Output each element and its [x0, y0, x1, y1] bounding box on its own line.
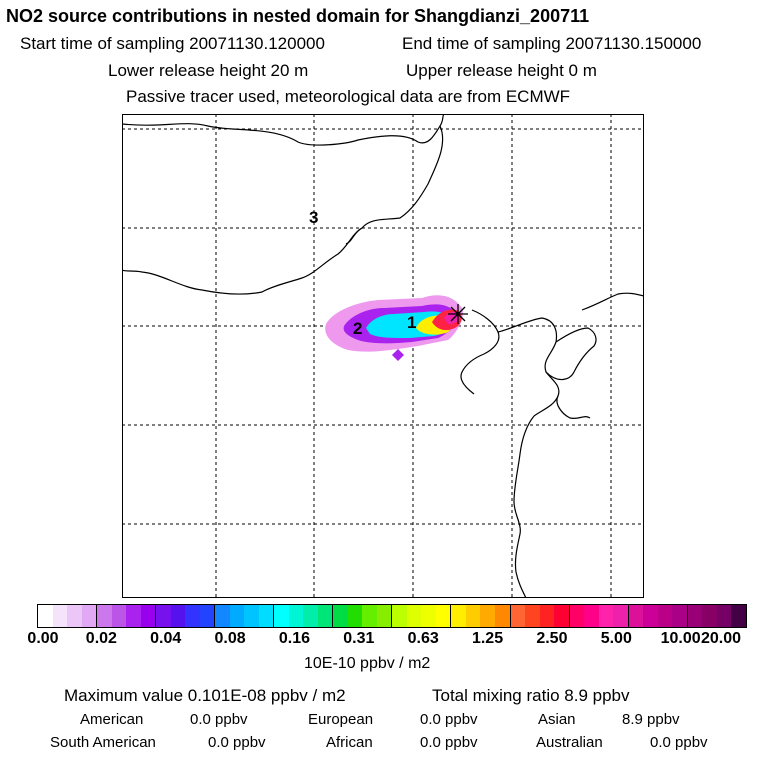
colorbar-segment — [229, 605, 245, 627]
colorbar-segment — [392, 605, 407, 627]
colorbar-tick-label: 0.63 — [407, 630, 439, 647]
map-panel: 1 2 3 — [122, 114, 644, 598]
map-label-2: 2 — [353, 319, 362, 338]
colorbar-segment — [539, 605, 555, 627]
region-name: South American — [50, 734, 156, 751]
colorbar-segment — [716, 605, 732, 627]
colorbar-segment — [97, 605, 112, 627]
colorbar-segment — [303, 605, 318, 627]
colorbar-tick-label: 5.00 — [600, 630, 632, 647]
colorbar-segment — [702, 605, 717, 627]
colorbar-segment — [244, 605, 259, 627]
region-value: 0.0 ppbv — [420, 734, 478, 751]
colorbar-segment — [38, 605, 53, 627]
map-frame — [122, 114, 644, 598]
colorbar-segment — [584, 605, 599, 627]
max-value: Maximum value 0.101E-08 ppbv / m2 — [64, 686, 346, 705]
map-gridlines — [122, 114, 644, 598]
colorbar-segment — [421, 605, 436, 627]
colorbar-segment — [569, 605, 585, 627]
colorbar-segment — [406, 605, 422, 627]
colorbar-tick-label: 0.31 — [343, 630, 375, 647]
colorbar-segment — [274, 605, 289, 627]
colorbar-segment — [643, 605, 658, 627]
colorbar-segment — [215, 605, 230, 627]
colorbar-segment — [126, 605, 141, 627]
colorbar-tick-label: 0.04 — [150, 630, 182, 647]
colorbar-segment — [67, 605, 82, 627]
colorbar-segment — [185, 605, 200, 627]
colorbar-segment — [598, 605, 614, 627]
map-label-1: 1 — [407, 313, 416, 332]
tracer-note: Passive tracer used, meteorological data… — [126, 87, 571, 106]
colorbar-segment — [525, 605, 540, 627]
colorbar-segment — [111, 605, 127, 627]
colorbar-segment — [657, 605, 673, 627]
region-name: European — [308, 711, 374, 728]
colorbar-tick-label: 1.25 — [471, 630, 504, 647]
colorbar-segment — [510, 605, 526, 627]
colorbar-tick-label: 10.00 — [660, 630, 701, 647]
region-name: Asian — [538, 711, 576, 728]
colorbar-tick-label: 20.00 — [700, 630, 742, 647]
colorbar-segment — [52, 605, 68, 627]
colorbar-segment — [451, 605, 466, 627]
colorbar-segment — [333, 605, 348, 627]
map-label-3: 3 — [309, 208, 318, 227]
colorbar-tick-label: 0.00 — [27, 630, 59, 647]
colorbar-segment — [554, 605, 570, 627]
coastlines — [122, 114, 644, 598]
colorbar-segment — [347, 605, 363, 627]
colorbar-segment — [199, 605, 216, 627]
colorbar-segment — [480, 605, 495, 627]
colorbar-tick-label: 0.02 — [85, 630, 117, 647]
colorbar-segment — [494, 605, 511, 627]
total-mixing-ratio: Total mixing ratio 8.9 ppbv — [432, 686, 630, 705]
colorbar-segment — [376, 605, 393, 627]
colorbar-tick-label: 0.08 — [214, 630, 246, 647]
colorbar-unit: 10E-10 ppbv / m2 — [304, 655, 431, 672]
colorbar-segment — [362, 605, 377, 627]
colorbar-segment — [613, 605, 629, 627]
station-star-icon — [448, 304, 468, 324]
colorbar-segment — [140, 605, 157, 627]
region-name: Australian — [536, 734, 603, 751]
colorbar-segment — [465, 605, 481, 627]
region-value: 0.0 ppbv — [420, 711, 478, 728]
upper-release-height: Upper release height 0 m — [406, 61, 597, 80]
colorbar-segment — [435, 605, 452, 627]
region-name: African — [326, 734, 373, 751]
colorbar-segment — [672, 605, 688, 627]
colorbar-tick-label: 2.50 — [536, 630, 568, 647]
colorbar-segment — [731, 605, 746, 627]
region-value: 0.0 ppbv — [208, 734, 266, 751]
region-value: 8.9 ppbv — [622, 711, 680, 728]
end-time: End time of sampling 20071130.150000 — [402, 34, 702, 53]
colorbar-segment — [258, 605, 275, 627]
colorbar-segment — [317, 605, 334, 627]
colorbar-segment — [687, 605, 703, 627]
colorbar-segment — [81, 605, 98, 627]
region-name: American — [80, 711, 144, 728]
colorbar-segment — [628, 605, 644, 627]
start-time: Start time of sampling 20071130.120000 — [20, 34, 325, 53]
colorbar — [37, 604, 747, 628]
region-value: 0.0 ppbv — [190, 711, 248, 728]
colorbar-segment — [156, 605, 171, 627]
colorbar-segment — [288, 605, 304, 627]
colorbar-tick-label: 0.16 — [278, 630, 311, 647]
lower-release-height: Lower release height 20 m — [108, 61, 309, 80]
region-value: 0.0 ppbv — [650, 734, 708, 751]
colorbar-segment — [170, 605, 186, 627]
plot-title: NO2 source contributions in nested domai… — [6, 6, 590, 26]
